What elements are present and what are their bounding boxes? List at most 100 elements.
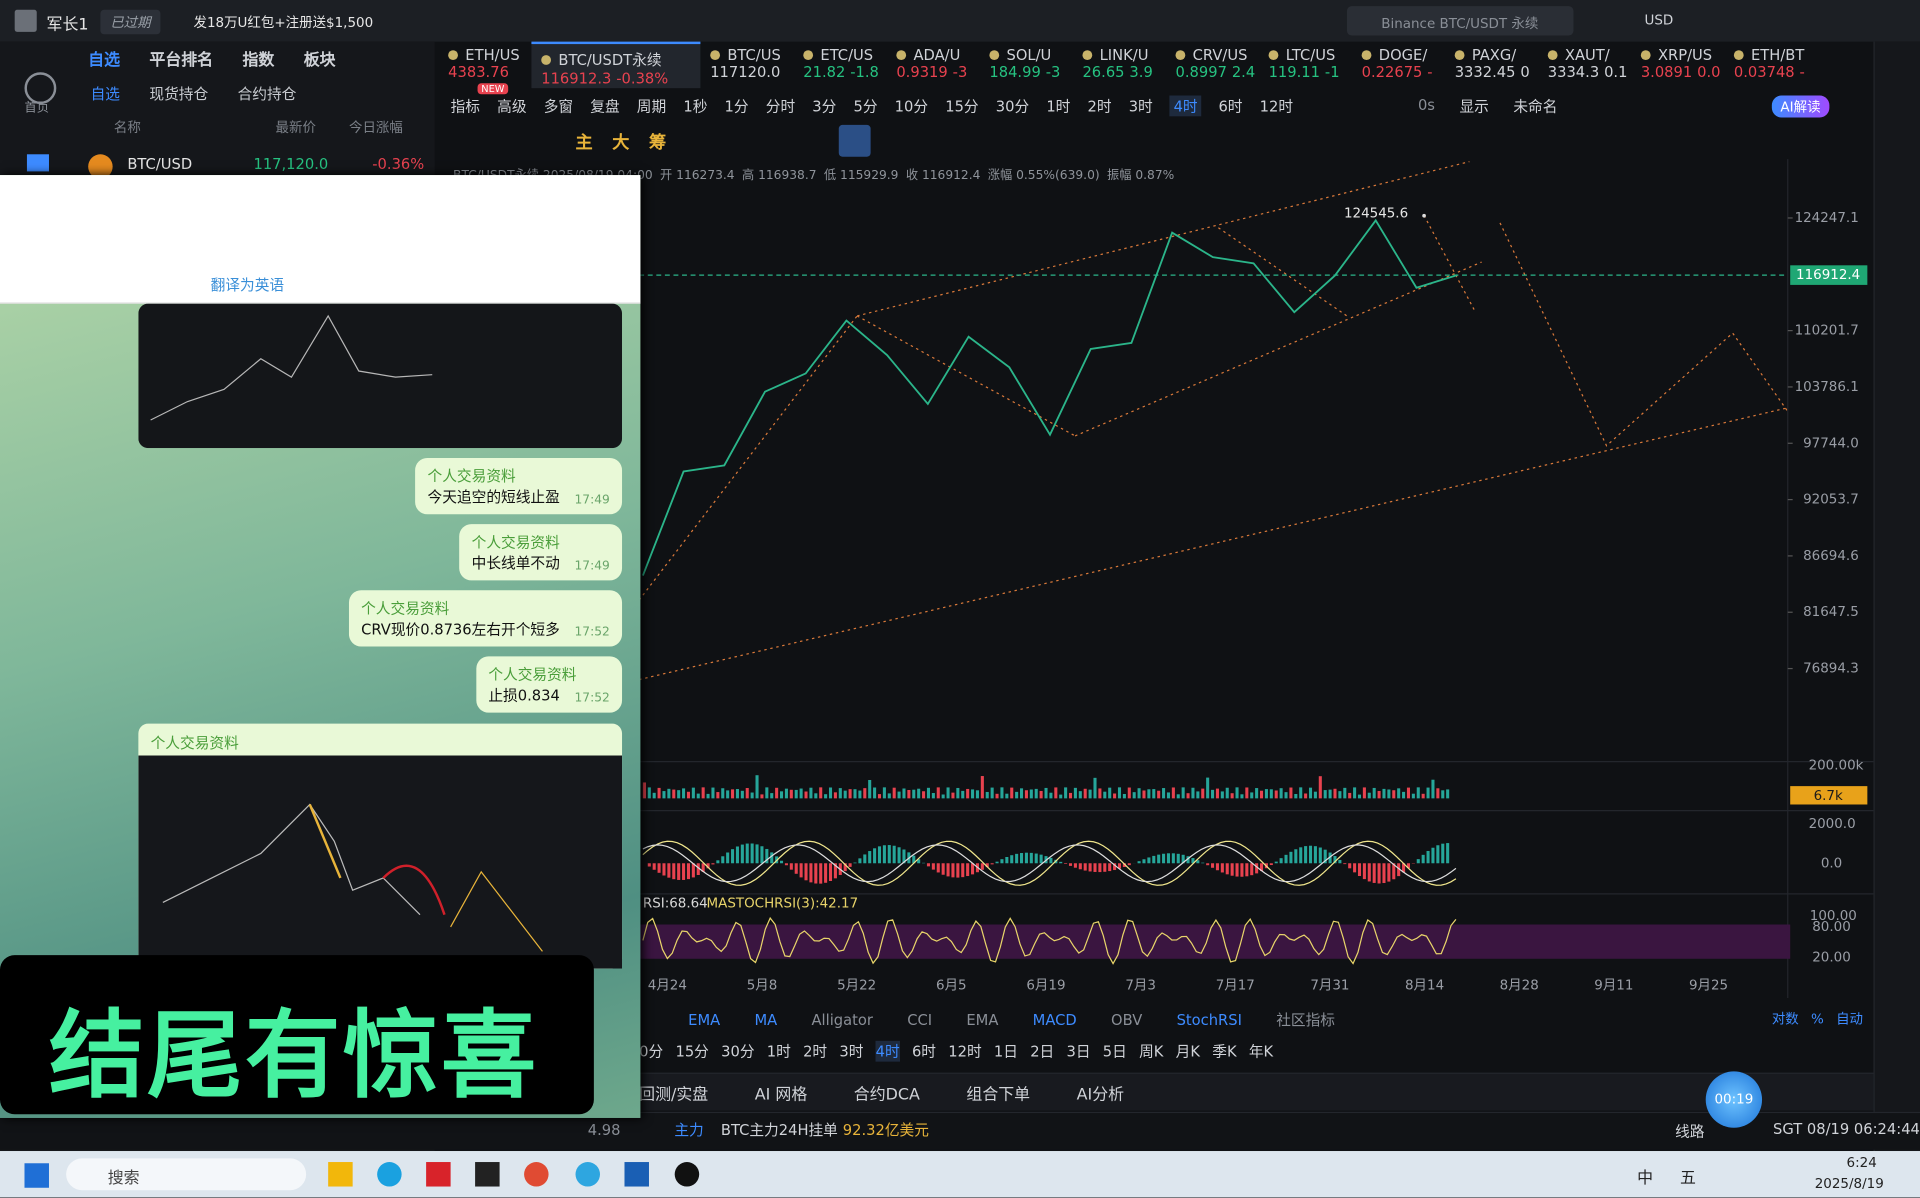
period-button[interactable]: 1秒 xyxy=(683,97,708,115)
period-item[interactable]: 30分 xyxy=(721,1043,755,1061)
home-label[interactable]: 首页 xyxy=(24,101,49,116)
search-box[interactable]: Binance BTC/USDT 永续 xyxy=(1346,6,1574,36)
indicator-tab[interactable]: OBV xyxy=(1111,1010,1143,1028)
ticker[interactable]: LTC/US 119.11 -1 xyxy=(1259,42,1352,89)
message-bubble[interactable]: 个人交易资料 止损0.834 17:52 xyxy=(476,656,623,713)
period-button[interactable]: 5分 xyxy=(853,97,878,115)
period-item[interactable]: 1时 xyxy=(766,1043,791,1061)
period-button[interactable]: 分时 xyxy=(765,97,796,115)
period-item[interactable]: 0分 xyxy=(639,1043,664,1061)
period-item[interactable]: 周K xyxy=(1139,1043,1164,1061)
period-item[interactable]: 月K xyxy=(1175,1043,1201,1061)
period-button[interactable]: 2时 xyxy=(1087,97,1112,115)
indicator-option[interactable]: 自动 xyxy=(1836,1011,1864,1028)
draw-tool[interactable]: 大 xyxy=(612,133,630,154)
period-button[interactable]: 1分 xyxy=(724,97,749,115)
indicator-tab[interactable]: MACD xyxy=(1032,1010,1077,1028)
period-item[interactable]: 15分 xyxy=(675,1043,709,1061)
bottom-tool[interactable]: 合约DCA xyxy=(853,1086,920,1105)
draw-tool[interactable]: 筹 xyxy=(648,133,667,154)
app-icon[interactable] xyxy=(524,1162,549,1187)
toolbar-button[interactable]: 周期 xyxy=(636,97,667,115)
currency[interactable]: USD xyxy=(1644,12,1674,29)
indicator-tab[interactable]: StochRSI xyxy=(1176,1010,1242,1028)
watchlist-subtab[interactable]: 自选 xyxy=(90,85,121,103)
toolbar-right-item[interactable]: 0s xyxy=(1417,96,1435,114)
app-icon[interactable] xyxy=(575,1162,601,1187)
bottom-tool[interactable]: 组合下单 xyxy=(966,1086,1031,1105)
bottom-tool[interactable]: AI分析 xyxy=(1076,1086,1125,1105)
toolbar-button[interactable]: 指标 xyxy=(450,97,481,115)
toolbar-right-item[interactable]: 显示 xyxy=(1459,97,1489,115)
app-icon[interactable] xyxy=(624,1162,649,1187)
period-button[interactable]: 30分 xyxy=(995,97,1030,115)
home-icon[interactable] xyxy=(24,72,57,105)
app-icon[interactable] xyxy=(377,1162,402,1187)
toolbar-button[interactable]: 复盘 xyxy=(590,97,620,115)
watchlist-tab[interactable]: 自选 xyxy=(88,51,121,70)
ime[interactable]: 五 xyxy=(1680,1169,1696,1188)
watchlist-tab[interactable]: 指数 xyxy=(242,51,275,70)
period-item[interactable]: 季K xyxy=(1212,1043,1237,1061)
column-header[interactable]: 最新价 xyxy=(275,120,316,136)
period-item[interactable]: 2日 xyxy=(1030,1043,1055,1061)
app-icon[interactable] xyxy=(475,1162,500,1187)
app-icon[interactable] xyxy=(674,1162,700,1187)
ticker[interactable]: CRV/US 0.8997 2.4 xyxy=(1166,42,1259,89)
indicator-tab[interactable]: 社区指标 xyxy=(1276,1011,1336,1029)
period-item[interactable]: 12时 xyxy=(948,1043,982,1061)
ticker[interactable]: BTC/USDT永续 116912.3 -0.38% xyxy=(531,41,701,89)
indicator-tab[interactable]: MA xyxy=(754,1010,778,1028)
watchlist-tab[interactable]: 板块 xyxy=(303,51,336,70)
ticker[interactable]: ETH/BT 0.03748- xyxy=(1724,42,1817,89)
period-button[interactable]: 3分 xyxy=(812,97,837,115)
period-item[interactable]: 3时 xyxy=(839,1043,864,1061)
watchlist-subtab[interactable]: 合约持仓 xyxy=(237,85,297,103)
period-button[interactable]: 6时 xyxy=(1218,97,1243,115)
start-button[interactable] xyxy=(24,1163,49,1188)
app-icon[interactable] xyxy=(328,1162,353,1187)
ticker[interactable]: PAXG/3332.45 0 xyxy=(1445,42,1538,89)
watchlist-row[interactable]: BTC/USD 117,120.0 -0.36% xyxy=(88,152,425,179)
app-icon[interactable] xyxy=(426,1162,451,1187)
ime[interactable]: 中 xyxy=(1637,1169,1654,1188)
chat-image[interactable] xyxy=(138,303,623,449)
ai-button[interactable]: AI解读 xyxy=(1771,95,1830,118)
bottom-tool[interactable]: AI 网格 xyxy=(754,1086,808,1105)
period-button[interactable]: 3时 xyxy=(1128,97,1153,115)
draw-tool[interactable]: 主 xyxy=(575,133,593,154)
period-item[interactable]: 6时 xyxy=(911,1043,937,1061)
watchlist-subtab[interactable]: 现货持仓 xyxy=(149,85,209,103)
message-bubble[interactable]: 个人交易资料 中长线单不动 17:49 xyxy=(459,524,623,581)
period-button[interactable]: 15分 xyxy=(945,97,979,115)
ticker[interactable]: BTC/US 117120.0 xyxy=(700,42,793,89)
period-button[interactable]: 10分 xyxy=(894,97,929,115)
toolbar-right-item[interactable]: 未命名 xyxy=(1513,97,1558,115)
chart-icon[interactable] xyxy=(26,154,49,172)
indicator-tab[interactable]: EMA xyxy=(688,1010,721,1028)
timer[interactable]: 00:19 xyxy=(1705,1071,1763,1128)
indicator-tab[interactable]: Alligator xyxy=(811,1010,873,1028)
period-item[interactable]: 1日 xyxy=(993,1043,1018,1061)
ticker[interactable]: ETH/US 4383.76 xyxy=(438,42,531,89)
indicator-tab[interactable]: EMA xyxy=(966,1010,999,1028)
period-item[interactable]: 4时 xyxy=(875,1040,900,1062)
taskbar-search[interactable]: 搜索 xyxy=(66,1158,307,1191)
column-header[interactable]: 今日涨幅 xyxy=(348,120,403,136)
user-name[interactable]: 军长1 xyxy=(46,15,89,35)
ticker[interactable]: DOGE/0.22675- xyxy=(1352,42,1445,89)
ticker[interactable]: ETC/US 21.82 -1.8 xyxy=(793,42,886,89)
bottom-tool[interactable]: 回测/实盘 xyxy=(639,1086,709,1105)
promo[interactable]: 发18万U红包+注册送$1,500 xyxy=(193,14,374,31)
indicator-tab[interactable]: CCI xyxy=(907,1010,933,1028)
period-item[interactable]: 3日 xyxy=(1066,1043,1091,1061)
watchlist-tab[interactable]: 平台排名 xyxy=(149,51,214,70)
column-header[interactable]: 名称 xyxy=(113,120,141,136)
message-bubble[interactable]: 个人交易资料 今天追空的短线止盈 17:49 xyxy=(415,457,623,515)
active-draw-tool[interactable] xyxy=(838,124,871,157)
ticker[interactable]: XAUT/3334.3 0.1 xyxy=(1538,42,1631,89)
translate-bar[interactable]: 翻译为英语 xyxy=(210,276,285,294)
image-message[interactable]: 个人交易资料 xyxy=(138,723,623,969)
ticker[interactable]: SOL/U 184.99 -3 xyxy=(980,42,1073,89)
period-button[interactable]: 1时 xyxy=(1046,97,1071,115)
